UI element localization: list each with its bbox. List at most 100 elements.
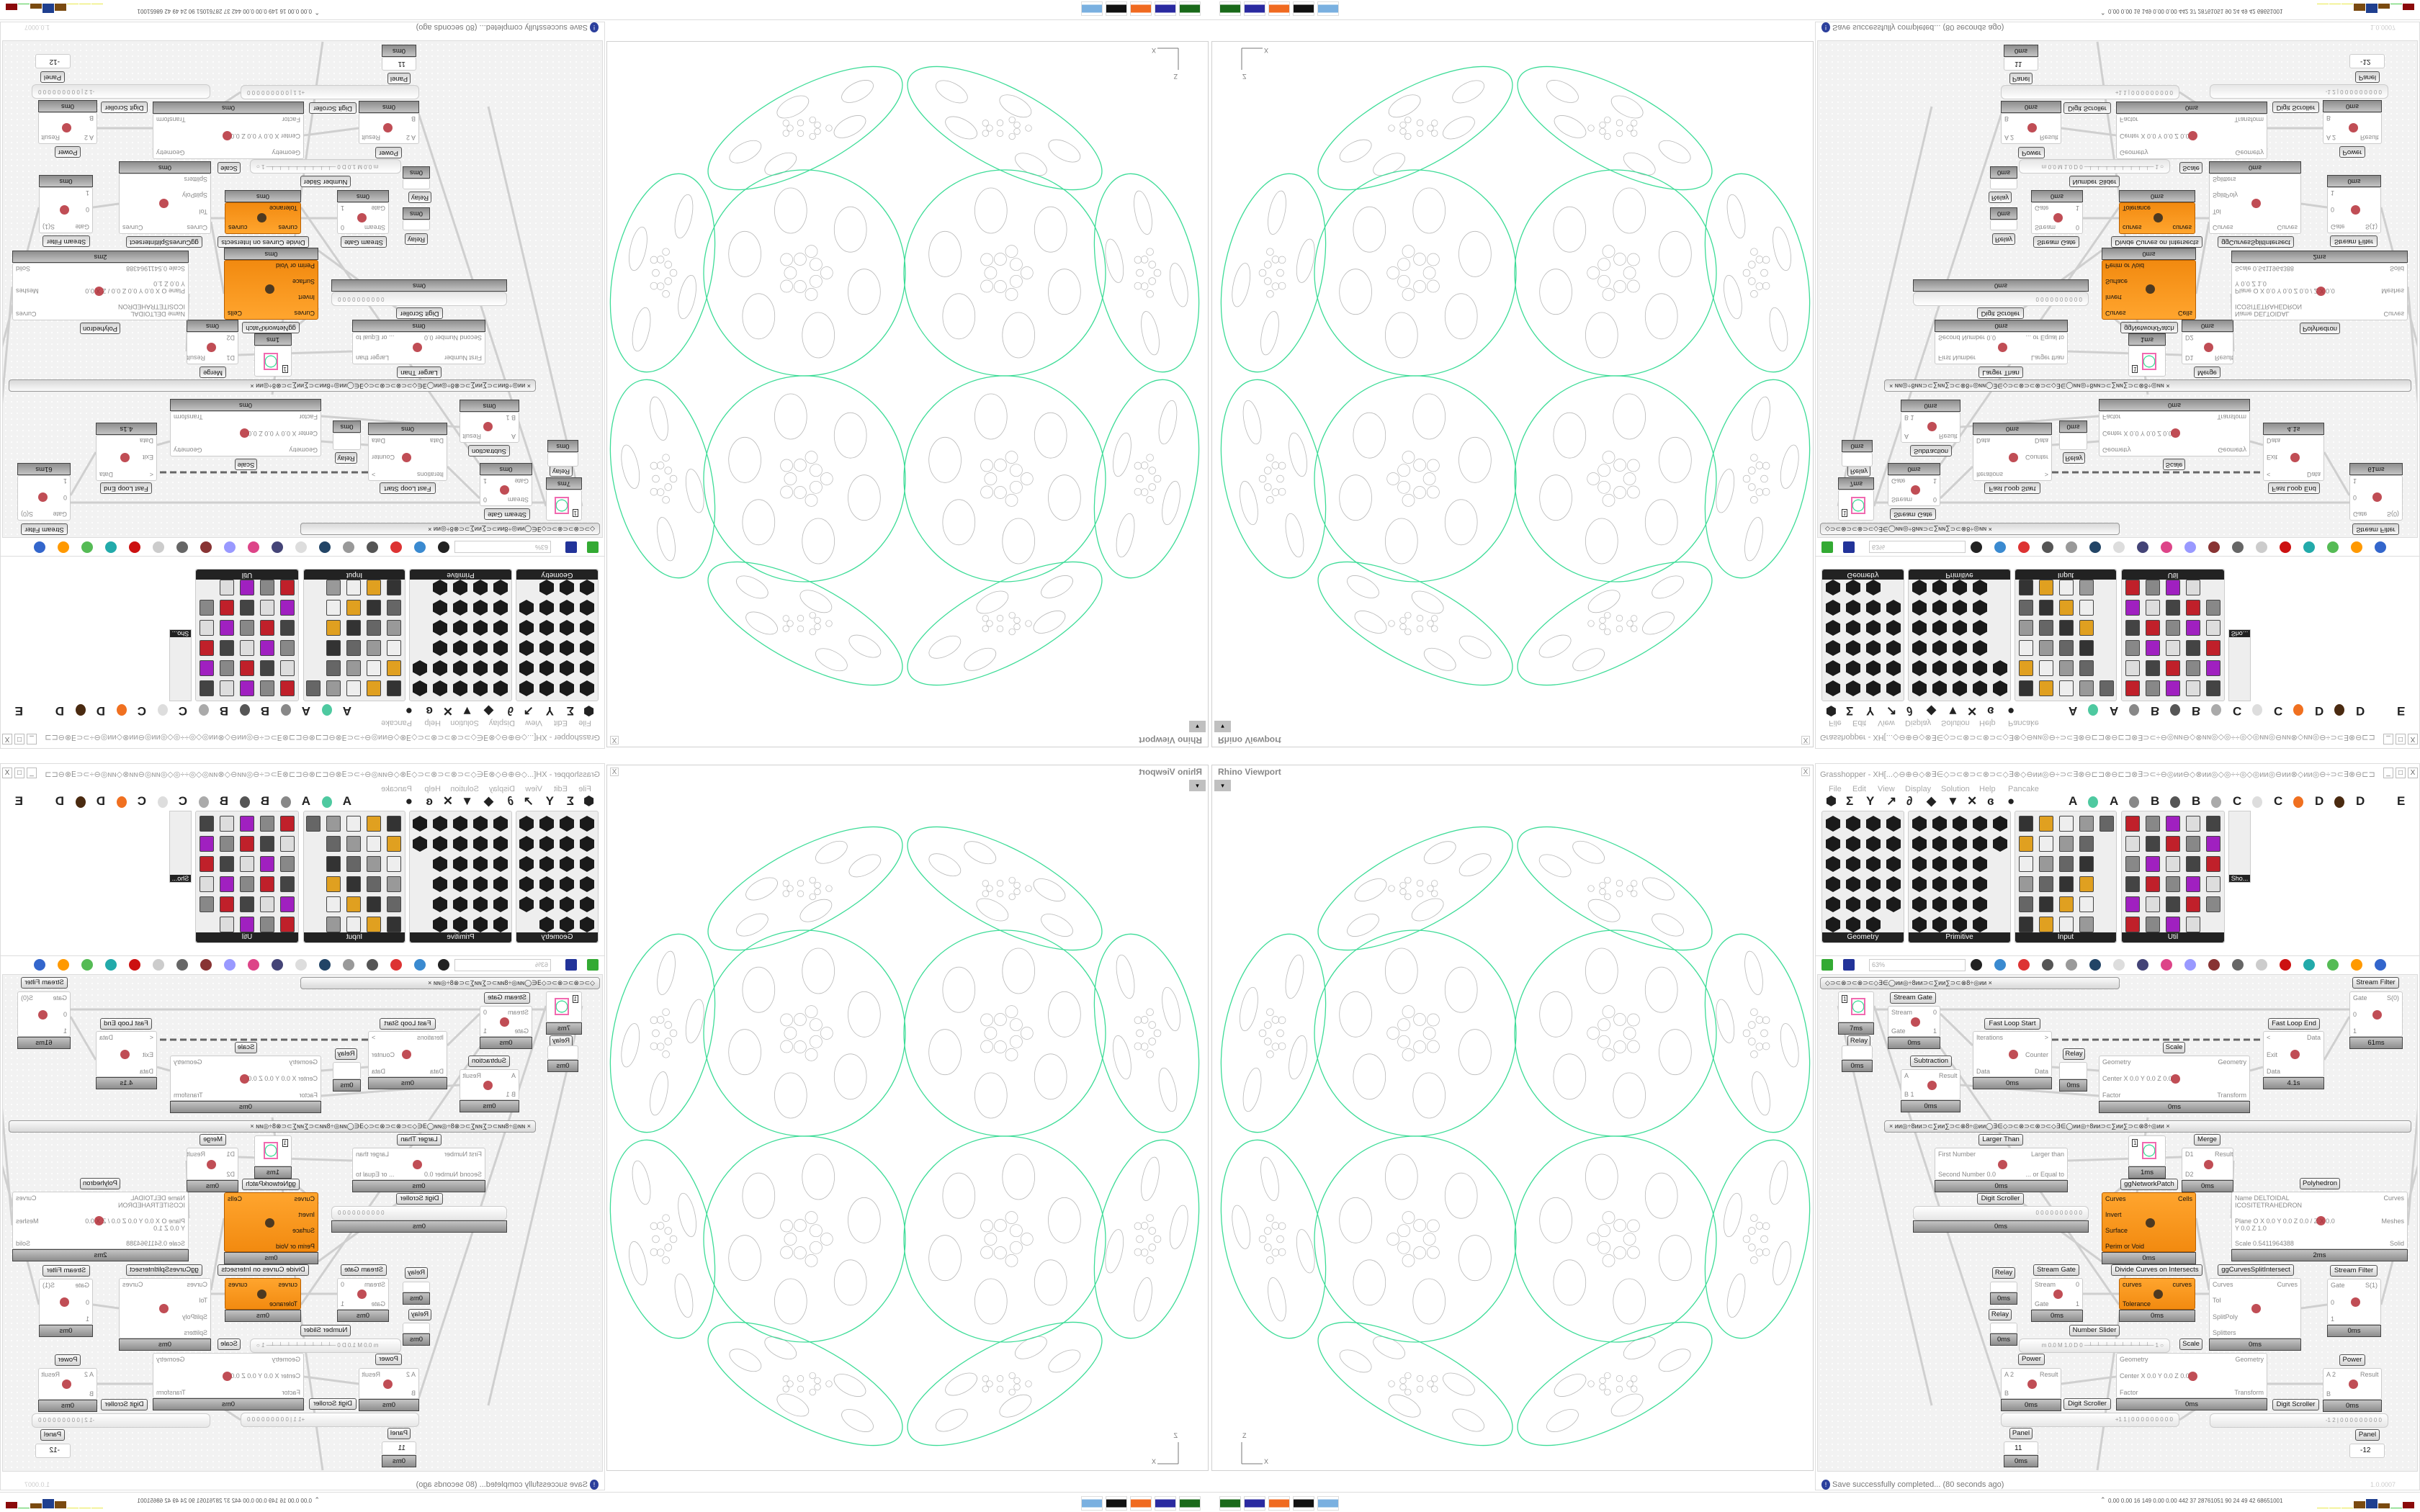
input-param[interactable]: Iterations	[1976, 1034, 2004, 1041]
palette-component-icon[interactable]	[1953, 640, 1967, 656]
palette-component-icon[interactable]	[2166, 660, 2180, 676]
toolbar-tool-icon[interactable]	[2208, 959, 2220, 971]
firefox-icon[interactable]	[1268, 1496, 1290, 1511]
input-param[interactable]: Factor	[2120, 116, 2138, 123]
tab-b[interactable]: B	[2192, 794, 2201, 808]
palette-component-icon[interactable]	[1973, 896, 1987, 912]
palette-component-icon[interactable]	[2019, 876, 2033, 892]
palette-component-icon[interactable]	[433, 876, 447, 892]
menu-display[interactable]: Display	[1905, 719, 1932, 727]
power-title[interactable]: Power	[375, 147, 402, 158]
plugin-tab-icon[interactable]	[199, 796, 209, 808]
param-component[interactable]: 1	[546, 991, 582, 1022]
tab-a[interactable]: A	[301, 704, 310, 718]
palette-component-icon[interactable]	[260, 876, 274, 892]
arrow-icon[interactable]: ↗	[523, 794, 534, 808]
palette-component-icon[interactable]	[240, 600, 254, 616]
palette-component-icon[interactable]	[1846, 640, 1860, 656]
palette-component-icon[interactable]	[560, 580, 574, 595]
palette-component-icon[interactable]	[2059, 660, 2074, 676]
palette-component-icon[interactable]	[1912, 896, 1927, 912]
save-file-icon[interactable]	[1843, 959, 1855, 971]
scale-component[interactable]: Geometry Center X 0.0 Y 0.0 Z 0.0 Factor Ge…	[170, 411, 321, 456]
inkscape-icon[interactable]	[1106, 1, 1127, 16]
palette-component-icon[interactable]	[2206, 836, 2220, 852]
window-minimize-button[interactable]: _	[2383, 768, 2393, 778]
menu-pancake[interactable]: Pancake	[381, 785, 412, 793]
fast-loop-start-title[interactable]: Fast Loop Start	[380, 1018, 436, 1030]
panel-label[interactable]: Geometry	[1822, 932, 1904, 942]
palette-component-icon[interactable]	[200, 680, 214, 696]
window-close-button[interactable]: X	[2408, 734, 2418, 744]
input-param[interactable]: Surface	[292, 278, 315, 285]
palette-component-icon[interactable]	[260, 600, 274, 616]
palette-component-icon[interactable]	[453, 600, 467, 616]
palette-component-icon[interactable]	[1846, 836, 1860, 852]
stream-filter-title[interactable]: Stream Filter	[2330, 235, 2378, 247]
input-param[interactable]: B	[411, 115, 416, 122]
toolbar-tool-icon[interactable]	[58, 541, 69, 553]
palette-component-icon[interactable]	[2186, 580, 2200, 595]
relay-title[interactable]: Relay	[550, 465, 573, 477]
palette-component-icon[interactable]	[260, 856, 274, 872]
input-param[interactable]: Stream	[364, 1281, 385, 1288]
tab-e[interactable]: E	[2397, 704, 2406, 718]
output-param[interactable]: Counter	[372, 454, 395, 462]
rhino-viewport[interactable]: Rhino Viewport X ▾ Z X	[1211, 765, 1814, 1471]
palette-component-icon[interactable]	[326, 856, 341, 872]
digit-scroller-slider[interactable]: -1 2 | 0 0 0 0 0 0 0 0 0	[32, 84, 210, 99]
palette-component-icon[interactable]	[1932, 620, 1947, 636]
palette-component-icon[interactable]	[1866, 917, 1881, 932]
output-param[interactable]: Data	[99, 1034, 114, 1041]
toolbar-tool-icon[interactable]	[390, 541, 402, 553]
tab-d[interactable]: D	[96, 794, 105, 808]
palette-component-icon[interactable]	[2125, 896, 2140, 912]
input-param[interactable]: Data	[2267, 1068, 2281, 1075]
intersect-icon[interactable]: ✕	[442, 704, 453, 718]
divide-curves-on-intersects-title[interactable]: Divide Curves on Intersects	[218, 236, 309, 248]
toolbar-tool-icon[interactable]	[438, 959, 449, 971]
tab-e[interactable]: E	[2397, 794, 2406, 808]
palette-component-icon[interactable]	[2039, 917, 2053, 932]
ggcurvessplitintersect-component[interactable]: Curves Tol SplitPoly Splitters Curves	[2209, 1278, 2301, 1338]
output-param[interactable]: S(1)	[2365, 223, 2378, 230]
palette-component-icon[interactable]	[280, 580, 295, 595]
input-param[interactable]: Gate	[2353, 510, 2367, 518]
palette-component-icon[interactable]	[2059, 680, 2074, 696]
merge-component[interactable]: D1 D2 Result	[187, 332, 238, 364]
param-component[interactable]: 1	[546, 490, 582, 521]
input-param[interactable]: Gate	[1891, 477, 1906, 485]
digit-scroller-title[interactable]: Digit Scroller	[1977, 1193, 2024, 1205]
palette-component-icon[interactable]	[2125, 580, 2140, 595]
relay-title[interactable]: Relay	[1989, 192, 2012, 203]
window-minimize-button[interactable]: _	[27, 734, 37, 744]
palette-component-icon[interactable]	[220, 917, 234, 932]
palette-component-icon[interactable]	[433, 896, 447, 912]
palette-component-icon[interactable]	[200, 620, 214, 636]
palette-component-icon[interactable]	[1912, 660, 1927, 676]
palette-component-icon[interactable]	[280, 620, 295, 636]
output-param[interactable]: Result	[1939, 1072, 1958, 1079]
palette-component-icon[interactable]	[1953, 917, 1967, 932]
palette-component-icon[interactable]	[2206, 896, 2220, 912]
palette-component-icon[interactable]	[346, 836, 361, 852]
palette-component-icon[interactable]	[1826, 876, 1840, 892]
palette-component-icon[interactable]	[2039, 876, 2053, 892]
palette-component-icon[interactable]	[200, 836, 214, 852]
output-param[interactable]: Counter	[2025, 454, 2048, 462]
output-param[interactable]: 0	[341, 224, 345, 231]
stream-gate-title[interactable]: Stream Gate	[2033, 236, 2079, 248]
palette-component-icon[interactable]	[1866, 680, 1881, 696]
menu-file[interactable]: File	[1829, 785, 1842, 793]
larger-than-component[interactable]: First Number Second Number 0.0 Larger than…	[1935, 1148, 2068, 1180]
stream-filter-title[interactable]: Stream Filter	[42, 1265, 90, 1277]
tab-a[interactable]: A	[342, 794, 351, 808]
palette-component-icon[interactable]	[2059, 600, 2074, 616]
digit-scroller-slider[interactable]: +1 1 | 0 0 0 0 0 0 0 0 0	[241, 1413, 419, 1427]
open-file-icon[interactable]	[1821, 541, 1833, 553]
palette-component-icon[interactable]	[1993, 680, 2007, 696]
palette-component-icon[interactable]	[367, 816, 381, 832]
calculator-icon[interactable]	[1317, 1, 1339, 16]
output-param[interactable]: Cells	[228, 310, 243, 317]
